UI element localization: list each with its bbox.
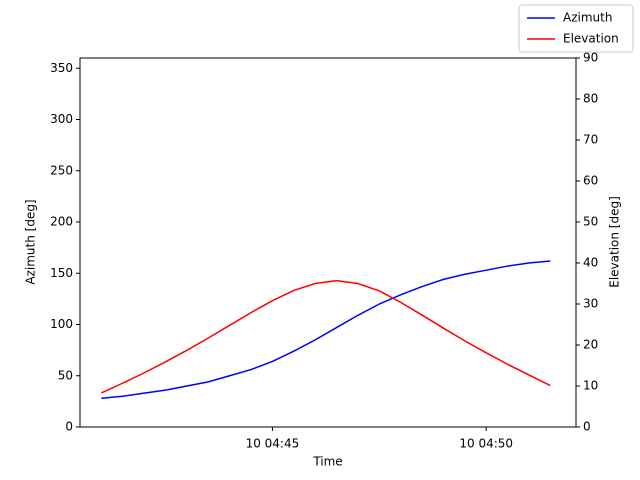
- y2-tick-label: 70: [583, 133, 598, 147]
- data-line: [101, 260, 551, 400]
- plot-frame: [79, 57, 577, 428]
- y2-tick-label: 50: [583, 215, 598, 229]
- x-tick-label: 10 04:50: [459, 437, 513, 451]
- y2-tick-label: 40: [583, 256, 598, 270]
- y-tick-label: 250: [50, 163, 73, 177]
- legend-box: [518, 4, 634, 53]
- y-tick-label: 100: [50, 317, 73, 331]
- y2-tick-label: 0: [583, 420, 591, 434]
- y2-tick-label: 60: [583, 174, 598, 188]
- y2-tick-label: 10: [583, 379, 598, 393]
- legend-label: Elevation: [563, 32, 619, 46]
- x-axis-label: Time: [312, 455, 342, 469]
- y-tick-label: 150: [50, 266, 73, 280]
- y-tick-label: 300: [50, 112, 73, 126]
- y2-tick-label: 20: [583, 338, 598, 352]
- y-tick-label: 0: [65, 420, 73, 434]
- y2-tick-label: 80: [583, 92, 598, 106]
- data-line: [101, 279, 551, 394]
- y-axis-label: Azimuth [deg]: [24, 199, 38, 284]
- y-tick-label: 200: [50, 215, 73, 229]
- y-tick-label: 50: [58, 368, 73, 382]
- y2-axis-label: Elevation [deg]: [608, 196, 622, 288]
- y2-tick-label: 90: [583, 51, 598, 65]
- y2-tick-label: 30: [583, 297, 598, 311]
- legend-label: Azimuth: [563, 11, 612, 25]
- x-tick-label: 10 04:45: [246, 437, 300, 451]
- y-tick-label: 350: [50, 61, 73, 75]
